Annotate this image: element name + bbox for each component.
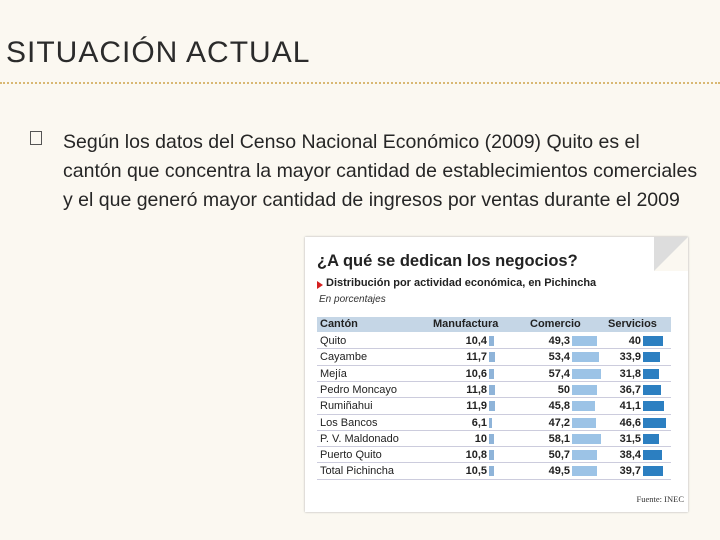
cell-bar [572, 417, 596, 428]
cell-bar [489, 433, 494, 444]
cell: 49,5 [548, 465, 570, 478]
page-curl [654, 237, 688, 271]
cell-bar [489, 417, 493, 428]
cell: 39,7 [619, 465, 641, 478]
cell: 11,9 [466, 400, 487, 413]
cell-bar [489, 401, 495, 412]
cell-bar [643, 450, 663, 461]
cell-bar [643, 352, 660, 363]
cell: 10,5 [465, 465, 487, 478]
cell: 10,4 [465, 335, 487, 347]
cell-bar [643, 368, 659, 379]
row-divider [317, 462, 671, 464]
cell: 38,4 [619, 449, 641, 462]
row-divider [317, 446, 671, 448]
cell: 50,7 [548, 449, 570, 462]
cell-bar [489, 352, 495, 363]
cell: 47,2 [548, 416, 570, 429]
cell: 11,8 [466, 383, 487, 396]
marker [317, 281, 323, 289]
title-rule [0, 82, 720, 84]
cell: 6,1 [471, 416, 487, 429]
bullet-text: Según los datos del Censo Nacional Econó… [63, 131, 698, 211]
column-header: Comercio [530, 318, 581, 330]
row-divider [317, 478, 671, 480]
cell: Mejía [320, 367, 347, 380]
cell-bar [572, 466, 597, 477]
cell: P. V. Maldonado [320, 432, 399, 445]
source: Fuente: INEC [636, 494, 684, 504]
cell: 10 [474, 432, 487, 445]
cell-bar [489, 450, 495, 461]
cell-bar [643, 384, 662, 395]
column-header: Cantón [320, 318, 358, 330]
header-band [317, 317, 671, 332]
cell-bar [572, 336, 597, 346]
cell-bar [643, 433, 659, 444]
row-divider [317, 364, 671, 366]
cell: 31,8 [619, 367, 641, 380]
cell-bar [572, 352, 599, 363]
cell: 58,1 [548, 432, 570, 445]
cell-bar [572, 433, 602, 444]
cell-bar [489, 336, 495, 346]
cell: 40 [628, 335, 641, 347]
cell: 53,4 [548, 351, 570, 364]
cell-bar [489, 466, 495, 477]
figure: ¿A qué se dedican los negocios? Distribu… [305, 237, 688, 512]
cell: 46,6 [619, 416, 641, 429]
cell-bar [572, 384, 597, 395]
bullet-icon [30, 131, 42, 145]
row-divider [317, 429, 671, 431]
cell-bar [572, 450, 598, 461]
cell: Cayambe [320, 351, 368, 364]
cell: Quito [320, 335, 347, 347]
cell-bar [572, 401, 595, 412]
cell: 33,9 [619, 351, 641, 364]
cell: Pedro Moncayo [320, 383, 398, 396]
cell: 50 [557, 383, 570, 396]
figure-note: En porcentajes [319, 294, 386, 305]
row-divider [317, 397, 671, 399]
column-header: Manufactura [433, 318, 499, 330]
row-divider [317, 348, 671, 350]
cell-bar [643, 401, 664, 412]
cell-bar [489, 384, 495, 395]
cell: 31,5 [619, 432, 641, 445]
figure-subtitle: Distribución por actividad económica, en… [326, 277, 597, 289]
cell-bar [643, 466, 663, 477]
row-divider [317, 380, 671, 382]
cell-bar [643, 417, 667, 428]
figure-title: ¿A qué se dedican los negocios? [317, 252, 578, 270]
cell: 10,6 [465, 367, 487, 380]
cell: 49,3 [548, 335, 570, 347]
cell: Total Pichincha [320, 465, 394, 478]
cell: 57,4 [548, 367, 570, 380]
cell: 10,8 [465, 449, 487, 462]
row-divider [317, 413, 671, 415]
cell-bar [489, 368, 495, 379]
cell: Rumiñahui [320, 400, 373, 413]
cell-bar [643, 336, 663, 346]
cell: Puerto Quito [320, 449, 382, 462]
cell: 41,1 [619, 400, 641, 413]
cell: 36,7 [619, 383, 641, 396]
cell-bar [572, 368, 601, 379]
cell: Los Bancos [320, 416, 378, 429]
cell: 11,7 [466, 351, 487, 364]
column-header: Servicios [608, 318, 657, 330]
slide-title: SITUACIÓN ACTUAL [6, 36, 311, 69]
cell: 45,8 [548, 400, 570, 413]
